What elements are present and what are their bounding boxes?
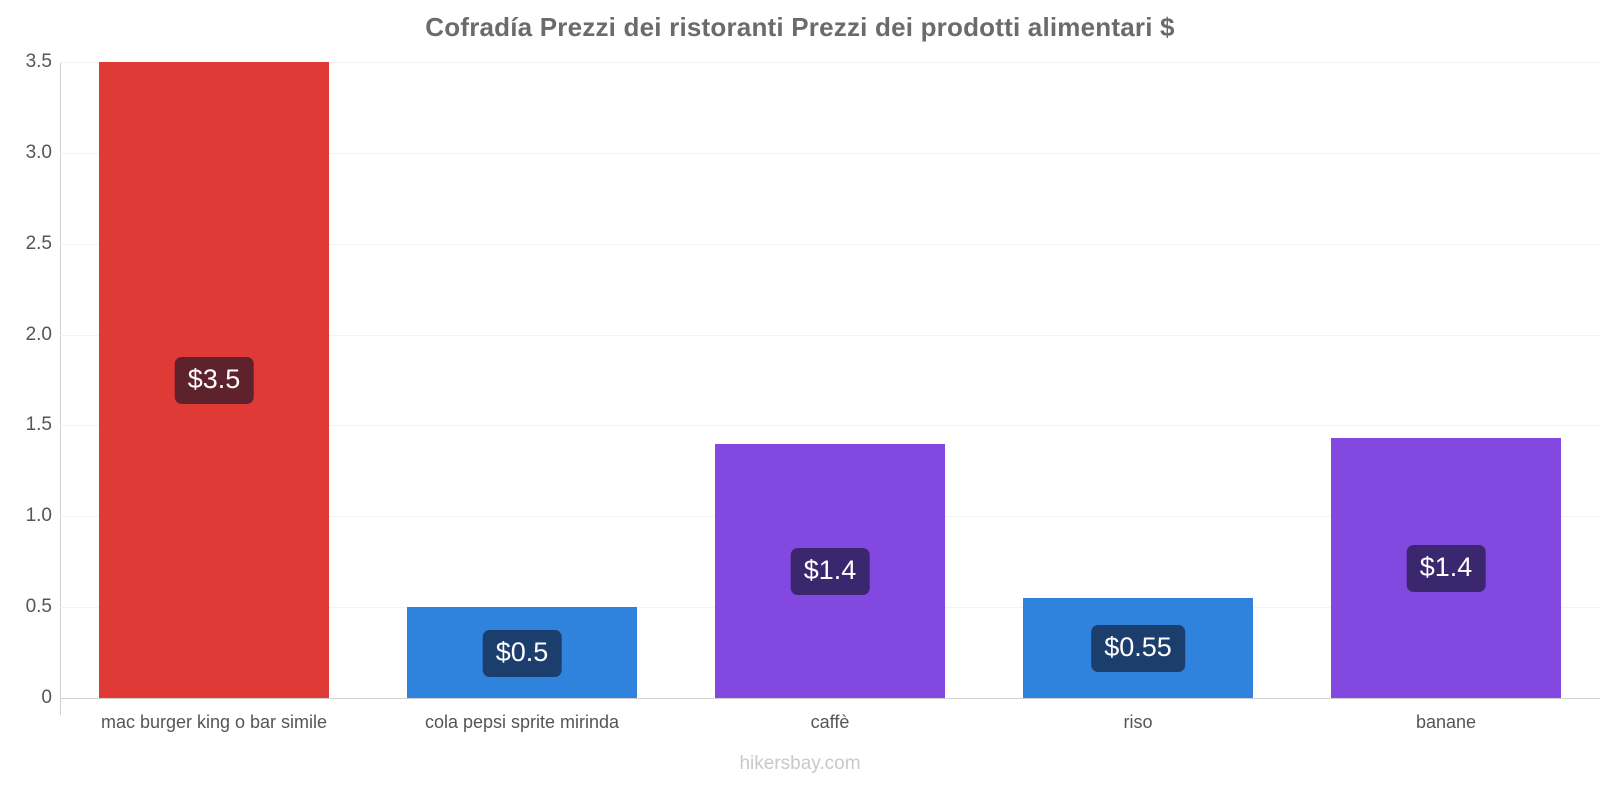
gridline [60, 698, 1600, 699]
bar[interactable]: $1.4 [715, 443, 945, 698]
gridline [60, 334, 1600, 336]
chart-title: Cofradía Prezzi dei ristoranti Prezzi de… [425, 12, 1175, 42]
y-axis-tick-label: 1.0 [25, 505, 52, 527]
y-axis-tick-label: 0 [41, 687, 52, 708]
x-axis-tick-label: cola pepsi sprite mirinda [424, 712, 620, 732]
x-axis-tick-label: mac burger king o bar simile [100, 712, 328, 732]
x-axis-tick-label: riso [1123, 712, 1153, 732]
y-axis-tick-label: 2.0 [25, 323, 52, 345]
gridline [60, 152, 1600, 154]
gridline [60, 243, 1600, 245]
bar-value-label: $1.4 [1406, 545, 1486, 593]
plot-area: $3.5 $0.5 $1.4 $0.55 $1.4 [60, 62, 1600, 699]
bar-value-label: $0.55 [1091, 625, 1185, 673]
bar-value-label: $3.5 [174, 357, 254, 404]
x-axis-tick-label: banane [1415, 712, 1477, 732]
y-axis-tick-label: 3.0 [25, 141, 52, 163]
y-axis-line [60, 62, 61, 715]
bar[interactable]: $0.5 [407, 607, 637, 698]
gridline [60, 425, 1600, 427]
bar-value-label: $1.4 [790, 547, 870, 595]
bar[interactable]: $1.4 [1331, 438, 1561, 698]
x-axis-tick-label: caffè [810, 712, 850, 732]
x-axis-tick-labels: mac burger king o bar simile cola pepsi s… [60, 712, 1600, 742]
gridline [60, 62, 1600, 63]
y-axis-tick-labels: 0 0.5 1.0 1.5 2.0 2.5 3.0 3.5 [0, 51, 52, 708]
y-axis-tick-label: 1.5 [25, 414, 52, 436]
y-axis-tick-label: 0.5 [25, 596, 52, 618]
footer-watermark: hikersbay.com [739, 753, 861, 774]
bar-value-label: $0.5 [482, 629, 562, 677]
y-axis-tick-label: 2.5 [25, 232, 52, 254]
bar[interactable]: $3.5 [99, 62, 329, 698]
bar[interactable]: $0.55 [1023, 598, 1253, 698]
y-axis-tick-label: 3.5 [25, 51, 52, 72]
